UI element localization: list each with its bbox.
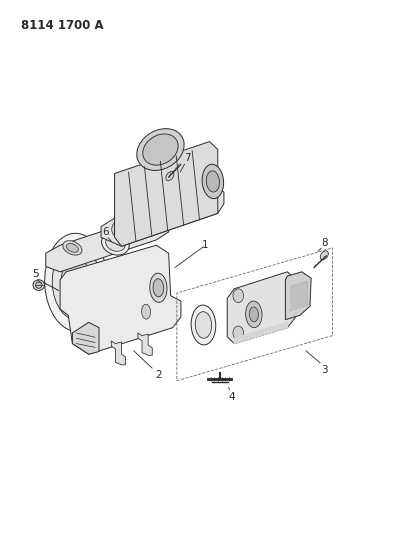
Ellipse shape: [249, 307, 259, 322]
Ellipse shape: [320, 251, 328, 260]
Ellipse shape: [142, 304, 150, 319]
Ellipse shape: [102, 232, 129, 255]
Ellipse shape: [153, 279, 164, 297]
Polygon shape: [115, 142, 218, 246]
Circle shape: [112, 222, 123, 237]
Circle shape: [206, 195, 212, 202]
Ellipse shape: [136, 222, 152, 235]
Text: 7: 7: [184, 152, 190, 163]
Ellipse shape: [150, 273, 167, 302]
Text: 1: 1: [202, 240, 209, 250]
Text: 8: 8: [321, 238, 328, 247]
Polygon shape: [60, 245, 181, 354]
Ellipse shape: [206, 171, 219, 192]
Polygon shape: [111, 341, 126, 365]
Text: 6: 6: [102, 227, 109, 237]
Circle shape: [115, 225, 120, 233]
Ellipse shape: [52, 245, 101, 320]
Polygon shape: [46, 213, 169, 272]
Ellipse shape: [139, 224, 149, 232]
Polygon shape: [72, 322, 99, 354]
Ellipse shape: [202, 164, 224, 199]
Text: 3: 3: [321, 365, 328, 375]
Ellipse shape: [35, 282, 42, 288]
Text: 8114 1700 A: 8114 1700 A: [21, 19, 104, 33]
Ellipse shape: [137, 128, 184, 171]
Ellipse shape: [106, 236, 125, 251]
Polygon shape: [138, 333, 152, 356]
Ellipse shape: [191, 305, 216, 345]
Ellipse shape: [166, 172, 174, 181]
Ellipse shape: [143, 134, 178, 165]
Text: 2: 2: [155, 370, 162, 381]
Ellipse shape: [246, 301, 262, 328]
Polygon shape: [101, 185, 224, 246]
Circle shape: [233, 289, 244, 303]
Ellipse shape: [33, 280, 44, 290]
Text: 4: 4: [229, 392, 236, 402]
Polygon shape: [234, 322, 287, 344]
Polygon shape: [291, 281, 307, 310]
Circle shape: [233, 326, 244, 340]
Ellipse shape: [63, 241, 82, 255]
Ellipse shape: [195, 312, 212, 338]
Ellipse shape: [45, 233, 108, 332]
Polygon shape: [285, 272, 311, 320]
Polygon shape: [227, 272, 296, 344]
Ellipse shape: [61, 259, 92, 306]
Ellipse shape: [67, 244, 79, 252]
Circle shape: [203, 191, 215, 206]
Text: 5: 5: [32, 270, 39, 279]
